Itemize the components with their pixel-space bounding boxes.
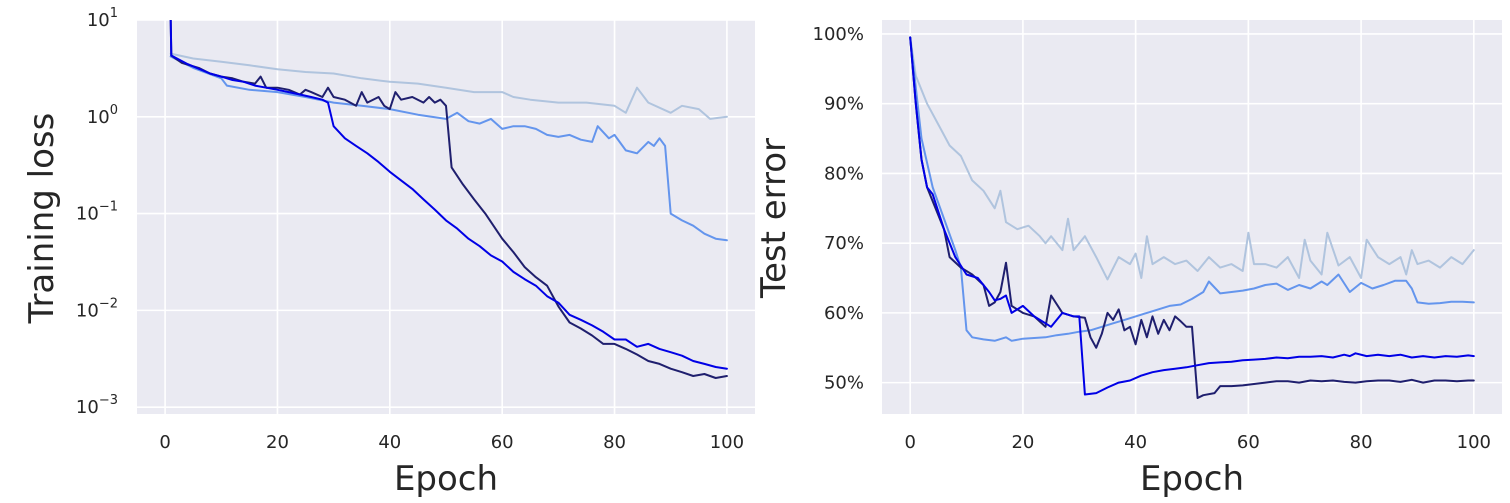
series-line-4 xyxy=(169,20,728,370)
x-axis-title: Epoch xyxy=(1140,459,1244,499)
y-tick-label: 101 xyxy=(87,6,118,31)
y-axis-title: Training loss xyxy=(22,113,62,325)
series-line-1 xyxy=(909,36,1475,281)
series-line-3 xyxy=(169,20,728,379)
chart-1: 0 20 40 60 80 100 10−3 10−2 10−1 100 101 Epoch Train… xyxy=(22,6,755,499)
y-tick-label: 100 xyxy=(87,103,118,128)
y-tick-label: 10−2 xyxy=(76,296,118,321)
series-line-4 xyxy=(909,36,1475,396)
chart-2: 0 20 40 60 80 100 50% 60% 70% 80% 90% 100% Epoch Test… xyxy=(754,20,1502,499)
y-tick-label: 10−1 xyxy=(76,200,118,225)
series-line-1 xyxy=(169,52,728,120)
x-tick-label: 20 xyxy=(266,432,289,453)
x-tick-label: 40 xyxy=(378,432,401,453)
plot-background xyxy=(137,20,755,414)
x-tick-label: 100 xyxy=(1457,432,1491,453)
x-axis-title: Epoch xyxy=(394,459,498,499)
x-tick-label: 80 xyxy=(1350,432,1373,453)
x-tick-label: 100 xyxy=(710,432,744,453)
series-group xyxy=(169,20,728,379)
y-tick-label: 80% xyxy=(824,163,864,184)
x-tick-label: 60 xyxy=(1237,432,1260,453)
y-tick-label: 90% xyxy=(824,94,864,115)
x-tick-label: 0 xyxy=(904,432,915,453)
x-tick-label: 0 xyxy=(159,432,170,453)
series-group xyxy=(909,36,1475,399)
y-tick-label: 10−3 xyxy=(76,393,118,418)
x-tick-label: 20 xyxy=(1011,432,1034,453)
x-tick-label: 80 xyxy=(603,432,626,453)
y-tick-label: 50% xyxy=(824,373,864,394)
y-tick-label: 100% xyxy=(813,24,864,45)
x-tick-label: 60 xyxy=(491,432,514,453)
y-tick-label: 60% xyxy=(824,303,864,324)
y-tick-label: 70% xyxy=(824,233,864,254)
plot-background xyxy=(882,20,1502,414)
series-line-2 xyxy=(909,36,1475,342)
y-axis-title: Test error xyxy=(754,138,794,299)
x-tick-label: 40 xyxy=(1124,432,1147,453)
